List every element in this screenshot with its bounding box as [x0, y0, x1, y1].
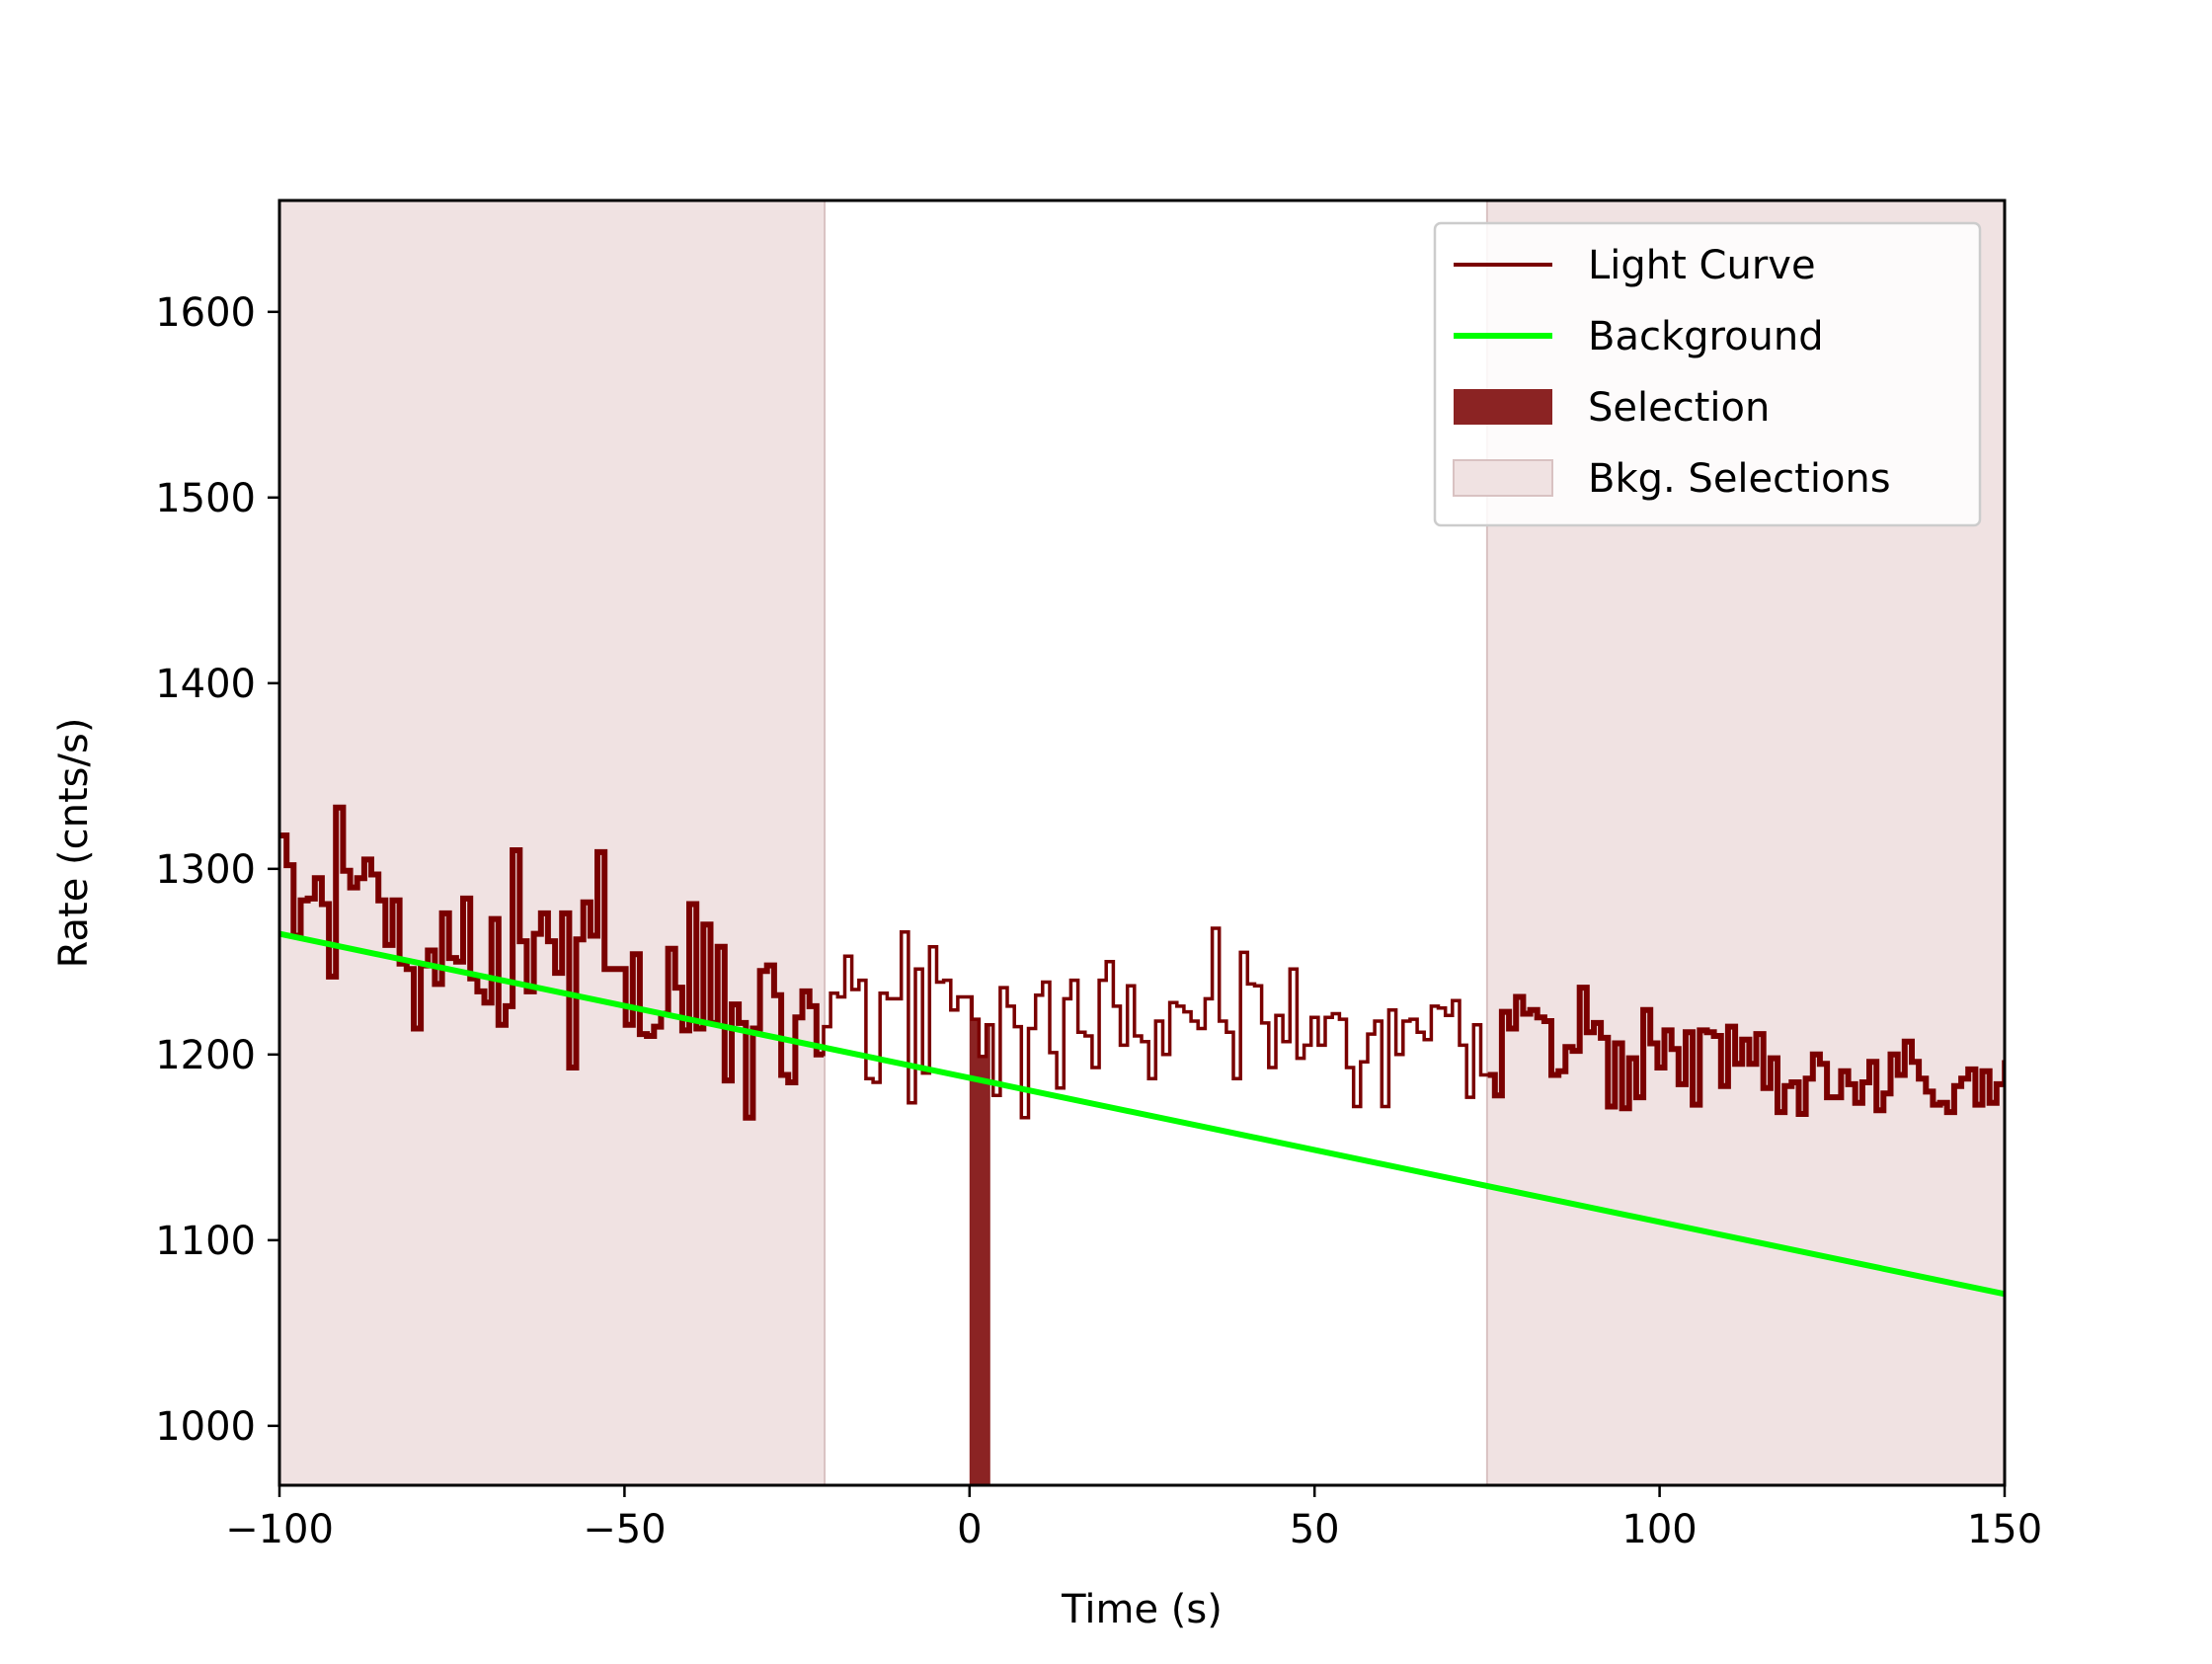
y-tick-label: 1300 [155, 847, 256, 893]
legend: Light Curve Background Selection Bkg. Selec… [1433, 221, 1982, 527]
x-tick-label: 150 [1967, 1507, 2042, 1552]
light-curve-layer [279, 804, 2006, 1121]
y-tick-label: 1500 [155, 476, 256, 521]
x-axis: −100 −50 0 50 100 150 [225, 1485, 2042, 1552]
x-tick-label: −50 [583, 1507, 666, 1552]
legend-label-light-curve: Light Curve [1588, 243, 1816, 288]
y-tick-label: 1400 [155, 662, 256, 707]
x-tick-label: 0 [957, 1507, 982, 1552]
selection-fill [969, 996, 990, 1485]
legend-swatch-bkg-selections [1453, 459, 1553, 497]
plot-frame [277, 198, 2007, 1487]
background-fit-layer [278, 930, 2006, 1298]
y-tick-label: 1200 [155, 1033, 256, 1078]
legend-label-background: Background [1588, 314, 1824, 359]
x-tick-label: −100 [225, 1507, 334, 1552]
x-tick-label: 50 [1290, 1507, 1340, 1552]
y-tick-label: 1600 [155, 290, 256, 336]
legend-swatch-selection [1454, 389, 1552, 425]
background-fit-line [278, 930, 2006, 1298]
y-tick-label: 1000 [155, 1404, 256, 1450]
y-tick-label: 1100 [155, 1219, 256, 1264]
selection-layer [969, 996, 990, 1485]
y-axis-label: Rate (cnts/s) [51, 718, 97, 969]
legend-box [1433, 221, 1982, 527]
x-tick-label: 100 [1621, 1507, 1697, 1552]
y-axis: 1000 1100 1200 1300 1400 1500 1600 [155, 290, 279, 1450]
legend-label-bkg-selections: Bkg. Selections [1588, 456, 1891, 502]
x-axis-label: Time (s) [1061, 1587, 1223, 1632]
bkg-selection-region-1 [279, 200, 826, 1485]
legend-label-selection: Selection [1588, 385, 1770, 431]
light-curve-bkg-bins [279, 804, 2004, 1121]
